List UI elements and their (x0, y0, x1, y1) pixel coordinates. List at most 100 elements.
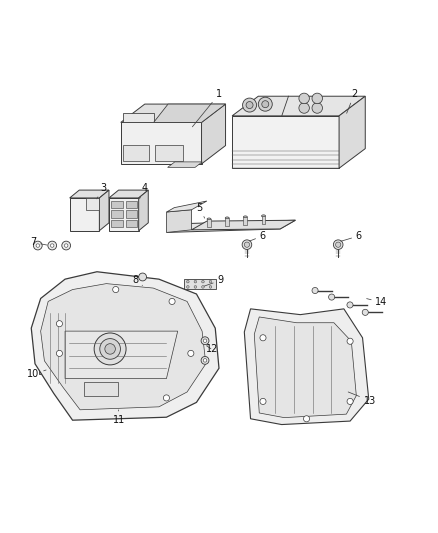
Circle shape (260, 335, 266, 341)
Polygon shape (168, 162, 202, 167)
Polygon shape (166, 201, 207, 212)
Polygon shape (121, 123, 201, 164)
Bar (126, 211, 137, 217)
Ellipse shape (207, 218, 211, 220)
Bar (184, 279, 215, 289)
Text: 13: 13 (348, 392, 376, 406)
Text: 5: 5 (196, 203, 205, 218)
Polygon shape (139, 190, 148, 231)
Text: 10: 10 (27, 369, 46, 379)
Circle shape (299, 93, 309, 103)
Text: 8: 8 (132, 276, 142, 286)
Polygon shape (254, 317, 357, 418)
Circle shape (194, 286, 197, 288)
Polygon shape (244, 309, 369, 425)
Polygon shape (109, 190, 148, 198)
Circle shape (169, 298, 175, 304)
Circle shape (347, 338, 353, 344)
Polygon shape (201, 104, 226, 164)
Circle shape (62, 241, 71, 250)
Circle shape (187, 286, 189, 288)
Circle shape (33, 241, 42, 250)
Polygon shape (41, 284, 206, 410)
Circle shape (242, 240, 252, 249)
Circle shape (347, 302, 353, 308)
Circle shape (36, 244, 39, 247)
Polygon shape (244, 217, 247, 225)
Polygon shape (166, 210, 191, 232)
Ellipse shape (244, 216, 247, 218)
Circle shape (64, 244, 68, 247)
Circle shape (299, 103, 309, 113)
Bar (84, 382, 118, 397)
Text: 6: 6 (250, 231, 266, 241)
Text: 12: 12 (206, 344, 218, 354)
Ellipse shape (261, 215, 265, 217)
Circle shape (209, 280, 212, 283)
Ellipse shape (225, 217, 229, 219)
Circle shape (201, 286, 204, 288)
Text: 4: 4 (140, 183, 148, 199)
Polygon shape (121, 104, 226, 123)
Polygon shape (207, 219, 211, 227)
Polygon shape (31, 272, 219, 420)
Bar (126, 200, 137, 208)
Text: 11: 11 (113, 410, 125, 425)
Circle shape (113, 287, 119, 293)
Circle shape (203, 339, 207, 343)
Circle shape (244, 242, 250, 247)
Circle shape (50, 244, 54, 247)
Circle shape (347, 398, 353, 405)
Circle shape (201, 357, 209, 364)
Circle shape (203, 359, 207, 362)
Circle shape (336, 242, 341, 247)
Polygon shape (225, 218, 229, 226)
Text: 1: 1 (192, 89, 222, 127)
Polygon shape (109, 198, 139, 231)
Circle shape (258, 97, 272, 111)
Circle shape (262, 101, 269, 108)
Circle shape (187, 280, 189, 283)
Circle shape (362, 309, 368, 316)
Circle shape (243, 98, 257, 112)
Polygon shape (166, 220, 295, 232)
Polygon shape (191, 220, 295, 230)
Circle shape (201, 337, 209, 345)
Circle shape (328, 294, 335, 300)
Circle shape (94, 333, 126, 365)
Polygon shape (123, 113, 154, 123)
Polygon shape (70, 198, 99, 231)
Circle shape (57, 350, 63, 357)
Circle shape (57, 321, 63, 327)
Circle shape (48, 241, 57, 250)
Bar (126, 220, 137, 228)
Bar (124, 145, 149, 160)
Bar (155, 145, 183, 160)
Circle shape (260, 398, 266, 405)
Circle shape (209, 286, 212, 288)
Circle shape (163, 395, 170, 401)
Circle shape (312, 287, 318, 294)
Text: 6: 6 (341, 231, 362, 241)
Circle shape (246, 102, 253, 109)
Text: 9: 9 (204, 276, 223, 286)
Polygon shape (261, 216, 265, 224)
Polygon shape (232, 116, 339, 168)
Bar (111, 220, 123, 228)
Polygon shape (232, 96, 365, 116)
Circle shape (201, 280, 204, 283)
Circle shape (312, 103, 322, 113)
Polygon shape (86, 198, 99, 211)
Polygon shape (99, 190, 109, 231)
Circle shape (100, 338, 120, 359)
Text: 3: 3 (97, 183, 106, 199)
Bar (39, 362, 56, 374)
Text: 7: 7 (30, 238, 47, 247)
Bar (111, 200, 123, 208)
Polygon shape (154, 104, 226, 123)
Circle shape (105, 344, 115, 354)
Polygon shape (339, 96, 365, 168)
Circle shape (304, 416, 310, 422)
Circle shape (333, 240, 343, 249)
Polygon shape (65, 331, 178, 378)
